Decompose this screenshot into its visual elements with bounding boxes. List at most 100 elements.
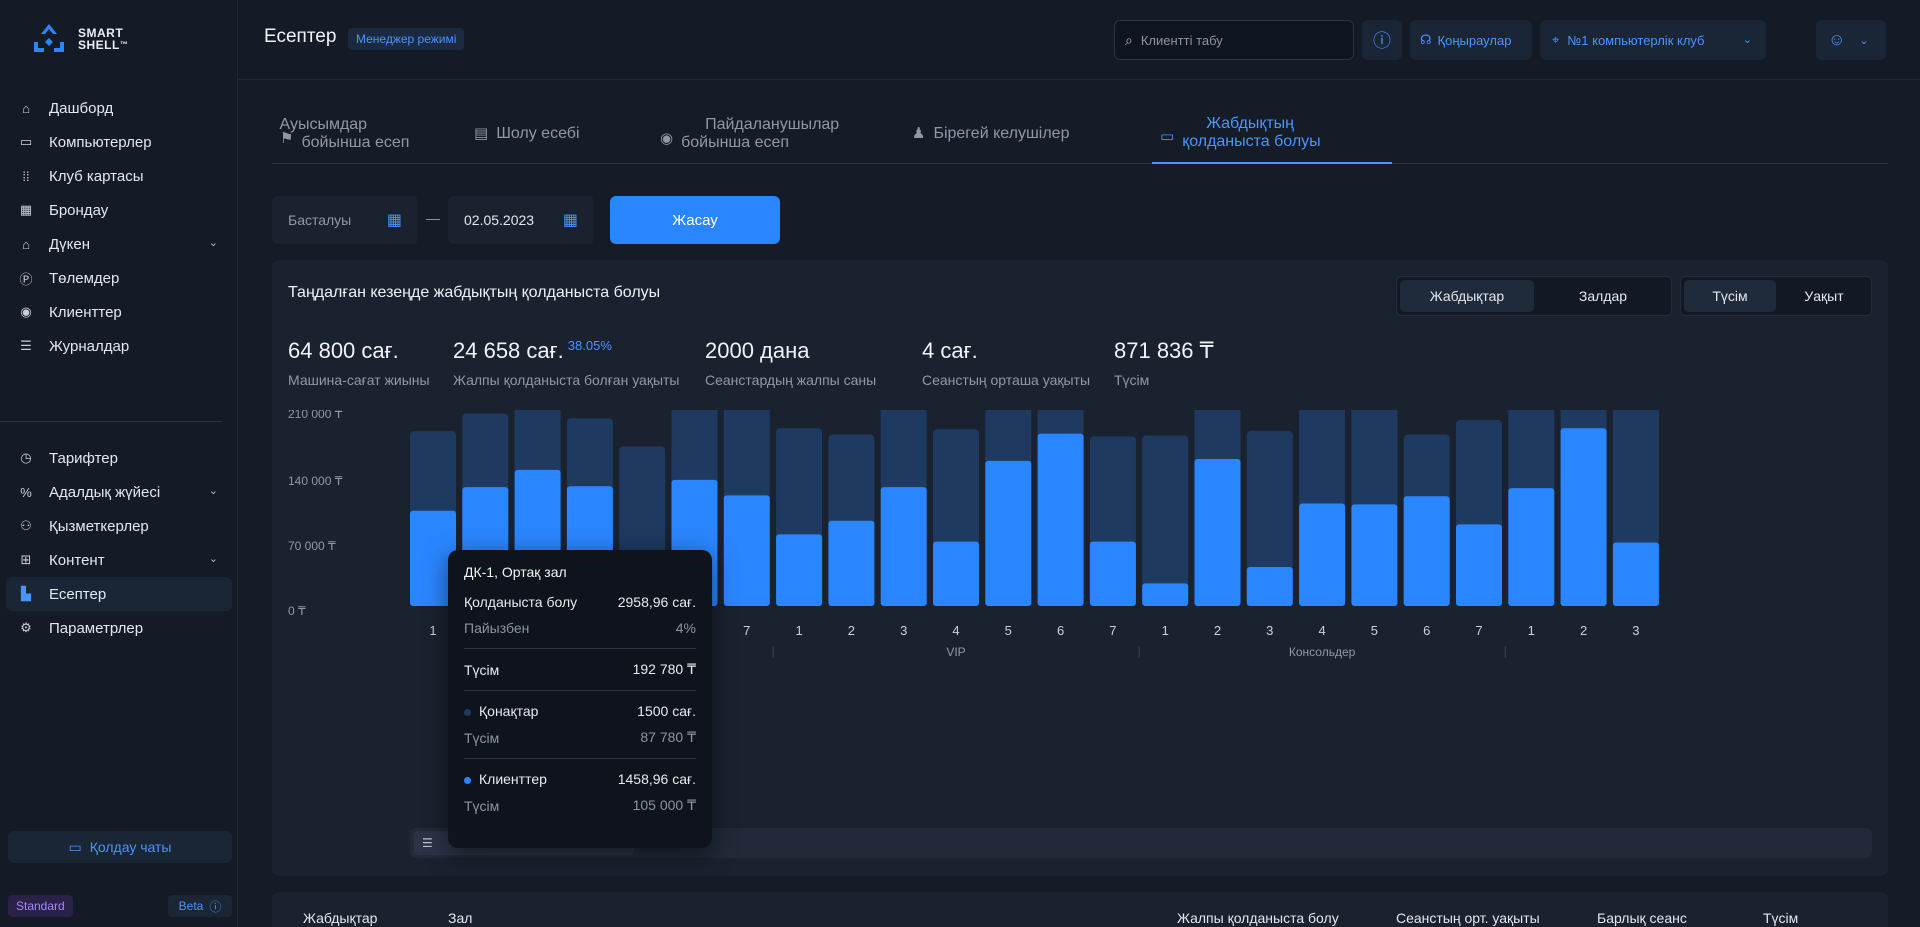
search-input[interactable] [1140, 32, 1331, 48]
clients-dot-icon [464, 777, 471, 784]
chevron-down-icon: ⌄ [1742, 34, 1752, 46]
tab-line-1: Жабдықтың [1206, 115, 1294, 132]
toggle-revenue[interactable]: Түсім [1684, 280, 1776, 312]
tooltip-percent-label: Пайызбен [464, 620, 530, 636]
tooltip-usage-row: Қолданыста болу 2958,96 сағ. [464, 594, 696, 610]
drag-handle-icon: ☰ [422, 836, 433, 850]
calendar-icon[interactable]: ▦ [562, 212, 578, 229]
stat-avg-session: 4 сағ. Сеанстың орташа уақыты [922, 338, 1090, 388]
beta-label: Beta [178, 899, 204, 913]
x-tick-label: 7 [1109, 623, 1116, 638]
table-header-total-usage[interactable]: Жалпы қолданыста болу [1177, 910, 1339, 926]
table-header-sessions[interactable]: Барлық сеанс [1597, 910, 1687, 926]
start-date-field[interactable]: Басталуы ▦ [272, 196, 418, 244]
calls-label: Қоңыраулар [1437, 32, 1512, 48]
x-tick-label: 5 [1371, 623, 1378, 638]
create-report-button[interactable]: Жасау [610, 196, 780, 244]
stat-label: Жалпы қолданыста болған уақыты [453, 372, 680, 388]
tab-equipment-usage[interactable]: ▭ Жабдықтың қолданыста болуы [1152, 104, 1392, 164]
sidebar-item-dashboard[interactable]: ⌂ Дашборд [0, 91, 238, 125]
usage-bar-chart: 0 ₸70 000 ₸140 000 ₸210 000 ₸280 000 ₸12… [288, 410, 1659, 659]
tooltip-clients-rev-row: Түсім 105 000 ₸ [464, 797, 696, 814]
user-menu-button[interactable]: ☺ ⌄ [1816, 20, 1886, 60]
x-tick-label: 1 [795, 623, 802, 638]
table-header-revenue[interactable]: Түсім [1763, 910, 1799, 926]
sidebar-item-club-map[interactable]: ⁞⁞ Клуб картасы [0, 159, 238, 193]
list-icon: ☰ [20, 338, 32, 353]
stat-value: 64 800 сағ. [288, 338, 399, 363]
bar-clients [410, 510, 456, 606]
monitor-icon: ▭ [1160, 128, 1175, 145]
x-tick-label: 1 [429, 623, 436, 638]
stat-label: Машина-сағат жиыны [288, 372, 430, 388]
help-icon: ⓘ [1373, 31, 1391, 51]
toggle-equipment[interactable]: Жабдықтар [1400, 280, 1534, 312]
sidebar-nav-main: ⌂ Дашборд ▭ Компьютерлер ⁞⁞ Клуб картасы ▦ Б… [0, 91, 238, 363]
logo-line-2: SHELL™ [78, 39, 128, 51]
tab-line-1: Пайдаланушылар [705, 116, 840, 133]
metric-toggle: Түсім Уақыт [1680, 276, 1872, 316]
bar-clients [1351, 504, 1398, 606]
stat-revenue: 871 836 ₸ Түсім [1114, 338, 1214, 388]
bar-clients [1403, 496, 1450, 606]
sidebar-item-payments[interactable]: Ⓟ Төлемдер [0, 261, 238, 295]
logo-line-1: SMART [78, 26, 124, 40]
x-tick-label: 2 [1214, 623, 1221, 638]
sidebar-item-reports[interactable]: ▙ Есептер [6, 577, 232, 611]
sidebar-item-booking[interactable]: ▦ Брондау [0, 193, 238, 227]
tab-users-report[interactable]: ◉ Пайдаланушылар бойынша есеп [660, 104, 839, 164]
search-box[interactable]: ⌕ [1114, 20, 1354, 60]
sidebar-item-tariffs[interactable]: ◷ Тарифтер [0, 441, 238, 475]
date-separator: — [426, 210, 440, 226]
support-chat-button[interactable]: ▭ Қолдау чаты [8, 831, 232, 863]
ruble-icon: Ⓟ [19, 271, 33, 287]
sidebar-item-settings[interactable]: ⚙ Параметрлер [0, 611, 238, 645]
table-header-avg-session[interactable]: Сеанстың орт. уақыты [1396, 910, 1540, 926]
bar-clients [1299, 503, 1346, 606]
tab-label: Пайдаланушылар бойынша есеп [681, 116, 839, 152]
tooltip-clients-rev-label: Түсім [464, 797, 500, 814]
sidebar-item-label: Төлемдер [49, 269, 120, 287]
sidebar-item-store[interactable]: ⌂ Дүкен ⌄ [0, 227, 238, 261]
toggle-halls[interactable]: Залдар [1578, 288, 1628, 304]
stat-value: 4 сағ. [922, 338, 978, 363]
panel-title: Таңдалған кезеңде жабдықтың қолданыста б… [288, 284, 661, 301]
sidebar-item-label: Адалдық жүйесі [49, 483, 161, 501]
tab-overview-report[interactable]: ▤ Шолу есебі [474, 104, 580, 164]
chat-icon: ▭ [68, 838, 82, 855]
end-date-field[interactable]: 02.05.2023 ▦ [448, 196, 594, 244]
logo-icon [34, 24, 64, 52]
help-button[interactable]: ⓘ [1362, 20, 1402, 60]
chart-tooltip: ДК-1, Ортақ зал Қолданыста болу 2958,96 с… [448, 550, 712, 848]
logo[interactable]: SMART SHELL™ [30, 22, 128, 56]
tab-shift-report[interactable]: ⚑ Ауысымдар бойынша есеп [279, 104, 410, 164]
beta-badge[interactable]: Beta ⓘ [168, 895, 232, 917]
tab-line-2: бойынша есеп [301, 134, 410, 151]
tooltip-usage-value: 2958,96 сағ. [617, 594, 696, 610]
sidebar-item-loyalty[interactable]: % Адалдық жүйесі ⌄ [0, 475, 238, 509]
mode-badge: Менеджер режимі [348, 28, 465, 50]
group-label: Консольдер [1289, 645, 1356, 659]
sidebar-item-label: Дашборд [49, 99, 114, 117]
sidebar-item-clients[interactable]: ◉ Клиенттер [0, 295, 238, 329]
group-toggle: Жабдықтар Залдар [1396, 276, 1672, 316]
sidebar-item-staff[interactable]: ⚇ Қызметкерлер [0, 509, 238, 543]
club-select[interactable]: ⌖ №1 компьютерлік клуб ⌄ [1540, 20, 1766, 60]
tooltip-percent-row: Пайызбен 4% [464, 620, 696, 636]
tab-unique-visitors[interactable]: ♟ Бірегей келушілер [912, 104, 1069, 164]
sidebar-item-computers[interactable]: ▭ Компьютерлер [0, 125, 238, 159]
calendar-icon[interactable]: ▦ [386, 212, 402, 229]
calls-button[interactable]: ☊ Қоңыраулар [1410, 20, 1532, 60]
sidebar-item-logs[interactable]: ☰ Журналдар [0, 329, 238, 363]
clock-icon: ◷ [20, 450, 32, 465]
stat-value-wrap: 24 658 сағ. 38.05% [453, 338, 680, 364]
sidebar-item-content[interactable]: ⊞ Контент ⌄ [0, 543, 238, 577]
sidebar-item-label: Журналдар [49, 337, 130, 355]
toggle-time[interactable]: Уақыт [1804, 288, 1844, 304]
table-header-hall[interactable]: Зал [448, 910, 473, 926]
tooltip-clients-label-wrap: Клиенттер [464, 771, 547, 787]
alien-icon: ◉ [660, 130, 674, 147]
percent-icon: % [20, 484, 32, 500]
table-header-equipment[interactable]: Жабдықтар [303, 910, 378, 926]
headset-icon: ☊ [1420, 32, 1432, 47]
